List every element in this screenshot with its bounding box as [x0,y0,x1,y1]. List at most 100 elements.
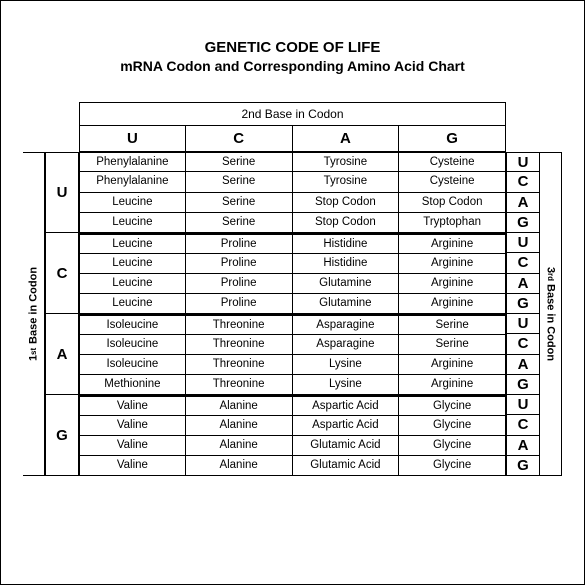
codon-group: PhenylalanineSerineTyrosineCysteinePheny… [79,152,506,233]
amino-acid-cell: Arginine [399,375,506,395]
codon-group: IsoleucineThreonineAsparagineSerineIsole… [79,314,506,395]
amino-acid-cell: Aspartic Acid [293,416,400,436]
amino-acid-cell: Stop Codon [399,193,506,213]
third-base-cell: A [506,355,540,375]
amino-acid-cell: Glutamine [293,294,400,314]
amino-acid-cell: Valine [79,416,186,436]
codon-row: IsoleucineThreonineLysineArginine [79,355,506,375]
codon-row: ValineAlanineAspartic AcidGlycine [79,396,506,416]
codon-row: IsoleucineThreonineAsparagineSerine [79,315,506,335]
amino-acid-cell: Arginine [399,234,506,254]
amino-acid-cell: Serine [186,193,293,213]
amino-acid-cell: Cysteine [399,172,506,192]
amino-acid-cell: Glycine [399,396,506,416]
amino-acid-cell: Isoleucine [79,335,186,355]
amino-acid-cell: Leucine [79,213,186,233]
title-block: GENETIC CODE OF LIFE mRNA Codon and Corr… [23,39,562,74]
amino-acid-cell: Asparagine [293,335,400,355]
amino-acid-cell: Leucine [79,193,186,213]
amino-acid-cell: Isoleucine [79,315,186,335]
first-base-column: U C A G [45,152,79,476]
third-base-column: UCAGUCAGUCAGUCAG [506,152,540,476]
amino-acid-cell: Stop Codon [293,213,400,233]
header-second-base: 2nd Base in Codon [79,102,506,125]
amino-acid-cell: Proline [186,254,293,274]
amino-acid-cell: Serine [186,152,293,172]
amino-acid-cell: Threonine [186,355,293,375]
third-base-cell: G [506,213,540,233]
amino-acid-cell: Valine [79,456,186,476]
codon-chart-page: GENETIC CODE OF LIFE mRNA Codon and Corr… [0,0,585,585]
amino-acid-cell: Lysine [293,355,400,375]
amino-acid-cell: Glycine [399,416,506,436]
second-base-row: U C A G [79,125,506,152]
amino-acid-cell: Alanine [186,456,293,476]
amino-acid-cell: Glycine [399,436,506,456]
title-line-1: GENETIC CODE OF LIFE [23,39,562,56]
third-base-cell: A [506,274,540,294]
amino-acid-cell: Valine [79,396,186,416]
amino-acid-cell: Tryptophan [399,213,506,233]
amino-acid-cell: Cysteine [399,152,506,172]
amino-acid-cell: Valine [79,436,186,456]
codon-row: LeucineSerineStop CodonTryptophan [79,213,506,233]
codon-row: ValineAlanineAspartic AcidGlycine [79,416,506,436]
amino-acid-cell: Histidine [293,234,400,254]
amino-acid-cell: Arginine [399,355,506,375]
amino-acid-cell: Phenylalanine [79,172,186,192]
amino-acid-cell: Serine [399,335,506,355]
third-base-cell: C [506,415,540,435]
third-base-cell: A [506,193,540,213]
second-base-u: U [79,125,186,152]
amino-acid-cell: Glutamine [293,274,400,294]
amino-acid-cell: Asparagine [293,315,400,335]
codon-row: LeucineProlineGlutamineArginine [79,274,506,294]
amino-acid-cell: Threonine [186,315,293,335]
codon-row: LeucineProlineGlutamineArginine [79,294,506,314]
first-base-g: G [45,395,79,476]
amino-acid-cell: Proline [186,294,293,314]
codon-row: LeucineSerineStop CodonStop Codon [79,193,506,213]
amino-acid-cell: Serine [399,315,506,335]
amino-acid-cell: Glutamic Acid [293,436,400,456]
codon-row: LeucineProlineHistidineArginine [79,234,506,254]
codon-group: ValineAlanineAspartic AcidGlycineValineA… [79,395,506,476]
amino-acid-cell: Lysine [293,375,400,395]
amino-acid-cell: Leucine [79,274,186,294]
amino-acid-cell: Serine [186,172,293,192]
second-base-a: A [293,125,400,152]
amino-acid-cell: Arginine [399,254,506,274]
codon-row: PhenylalanineSerineTyrosineCysteine [79,172,506,192]
amino-acid-cell: Tyrosine [293,172,400,192]
amino-acid-cell: Arginine [399,294,506,314]
amino-acid-cell: Proline [186,274,293,294]
codon-row: ValineAlanineGlutamic AcidGlycine [79,436,506,456]
amino-acid-cell: Aspartic Acid [293,396,400,416]
codon-row: LeucineProlineHistidineArginine [79,254,506,274]
third-base-cell: G [506,456,540,476]
first-base-a: A [45,314,79,395]
amino-acid-cell: Glycine [399,456,506,476]
amino-acid-cell: Histidine [293,254,400,274]
third-base-cell: A [506,436,540,456]
third-base-cell: G [506,294,540,314]
second-base-c: C [186,125,293,152]
amino-acid-cell: Threonine [186,335,293,355]
first-base-u: U [45,152,79,233]
codon-table: 2nd Base in Codon U C A G 1st Base in Co… [23,102,562,476]
third-base-cell: C [506,253,540,273]
amino-acid-cell: Stop Codon [293,193,400,213]
codon-row: ValineAlanineGlutamic AcidGlycine [79,456,506,476]
third-base-cell: U [506,233,540,253]
codon-row: MethionineThreonineLysineArginine [79,375,506,395]
third-base-cell: C [506,334,540,354]
amino-acid-cell: Tyrosine [293,152,400,172]
amino-acid-cell: Glutamic Acid [293,456,400,476]
codon-group: LeucineProlineHistidineArginineLeucinePr… [79,233,506,314]
codon-row: PhenylalanineSerineTyrosineCysteine [79,152,506,172]
codon-row: IsoleucineThreonineAsparagineSerine [79,335,506,355]
amino-acid-cell: Threonine [186,375,293,395]
third-base-cell: U [506,152,540,172]
header-third-base: 3rd Base in Codon [540,152,562,476]
first-base-c: C [45,233,79,314]
